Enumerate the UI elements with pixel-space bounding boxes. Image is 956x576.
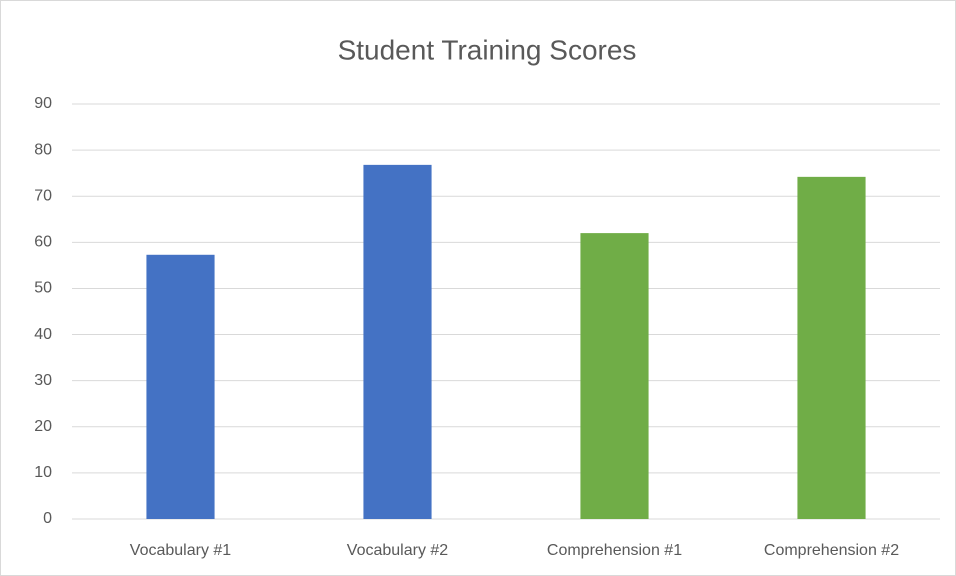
y-tick-label: 80 xyxy=(34,141,52,158)
y-tick-label: 60 xyxy=(34,234,52,251)
y-tick-label: 50 xyxy=(34,280,52,297)
bar xyxy=(146,254,215,520)
y-tick-label: 90 xyxy=(34,95,52,112)
bar xyxy=(797,176,866,519)
bar xyxy=(580,233,649,519)
y-tick-label: 20 xyxy=(34,418,52,435)
y-tick-label: 40 xyxy=(34,326,52,343)
y-tick-label: 70 xyxy=(34,187,52,204)
y-tick-label: 0 xyxy=(43,510,52,527)
x-tick-label: Comprehension #2 xyxy=(764,542,899,559)
chart-title: Student Training Scores xyxy=(338,34,637,65)
x-tick-label: Vocabulary #2 xyxy=(347,542,449,559)
x-tick-label: Comprehension #1 xyxy=(547,542,682,559)
bar xyxy=(363,164,432,519)
x-tick-label: Vocabulary #1 xyxy=(130,542,232,559)
y-tick-label: 30 xyxy=(34,372,52,389)
y-tick-label: 10 xyxy=(34,464,52,481)
